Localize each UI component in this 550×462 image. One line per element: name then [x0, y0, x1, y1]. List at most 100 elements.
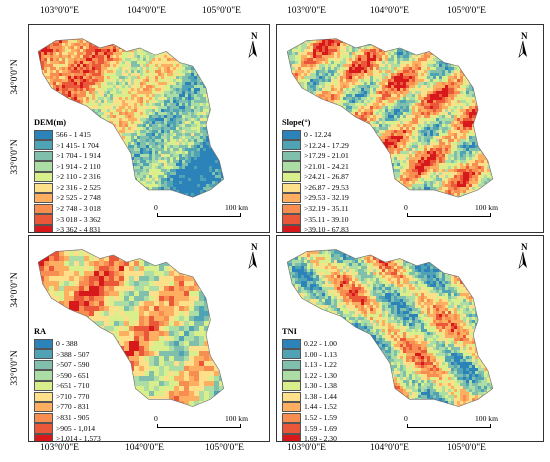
legend-item: >590 - 651 — [34, 370, 101, 381]
slope-map-panel: Slope(°) 0 - 12.24 >12.24 - 17.29 >17.29 - … — [276, 24, 544, 233]
legend-item: >1 704 - 1 914 — [34, 150, 101, 162]
scale-end-label: 100 km — [475, 203, 498, 212]
legend-item: 0.22 - 1.00 — [282, 338, 337, 349]
legend-swatch — [282, 412, 301, 423]
legend-item: >21.01 - 24.21 — [282, 161, 349, 172]
ra-basin-outline — [37, 249, 225, 407]
legend-label: >507 - 590 — [56, 360, 90, 370]
legend-item: >1 415- 1 704 — [34, 140, 101, 151]
legend-label: >2 525 - 2 748 — [56, 193, 101, 203]
scale-end-label: 100 km — [475, 414, 498, 423]
top-lon-label-104-right: 104°0'0"E — [370, 6, 409, 16]
legend-item: 1.22 - 1.30 — [282, 370, 337, 381]
legend-label: >905 - 1,014 — [56, 423, 96, 433]
legend-label: >831 - 905 — [56, 413, 90, 423]
legend-item: >29.53 - 32.19 — [282, 193, 349, 204]
legend-swatch — [34, 182, 53, 193]
legend-item: >831 - 905 — [34, 412, 101, 424]
legend-item: >388 - 507 — [34, 349, 101, 360]
legend-swatch — [282, 433, 301, 441]
legend-swatch — [34, 224, 53, 232]
legend-item: >2 110 - 2 316 — [34, 171, 101, 183]
legend-swatch — [34, 359, 53, 370]
legend-item: >507 - 590 — [34, 359, 101, 371]
legend-label: 1.13 - 1.22 — [304, 360, 337, 370]
legend-swatch — [34, 423, 53, 434]
legend-label: >26.87 - 29.53 — [304, 182, 349, 192]
legend-title: DEM(m) — [34, 118, 67, 127]
legend-item: >770 - 831 — [34, 402, 101, 413]
legend-swatch — [34, 412, 53, 423]
legend-swatch — [282, 402, 301, 413]
tni-map-panel: TNI 0.22 - 1.00 1.00 - 1.13 1.13 - 1.22 1.22… — [276, 235, 544, 442]
bottom-lon-label-104-right: 104°0'0"E — [370, 443, 409, 453]
legend-item: 566 - 1 415 — [34, 129, 101, 140]
legend-item: >2 316 - 2 525 — [34, 182, 101, 193]
legend-label: >29.53 - 32.19 — [304, 193, 349, 203]
legend-label: 1.59 - 1.69 — [304, 423, 337, 433]
legend-item: >1 914 - 2 110 — [34, 161, 101, 172]
legend-swatch — [34, 338, 53, 349]
legend-label: 0.22 - 1.00 — [304, 338, 337, 348]
legend-item: 1.44 - 1.52 — [282, 402, 337, 413]
north-arrow-icon: N — [513, 242, 533, 270]
ra-map-panel: RA 0 - 388 >388 - 507 >507 - 590 >590 - 651 >… — [28, 235, 270, 442]
legend-label: 1.22 - 1.30 — [304, 370, 337, 380]
scale-bar-line — [157, 213, 241, 217]
scale-start-label: 0 — [154, 203, 158, 212]
bottom-lon-label-105-right: 105°0'0"E — [447, 443, 486, 453]
legend-item: >35.11 - 39.10 — [282, 214, 349, 225]
legend-swatch — [34, 203, 53, 214]
scale-start-label: 0 — [404, 414, 408, 423]
legend-title: TNI — [282, 327, 297, 336]
legend-item: >26.87 - 29.53 — [282, 182, 349, 193]
top-lon-label-105-right: 105°0'0"E — [447, 6, 486, 16]
legend-item: 1.38 - 1.44 — [282, 391, 337, 402]
legend-label: 1.44 - 1.52 — [304, 402, 337, 412]
scale-start-label: 0 — [404, 203, 408, 212]
legend-swatch — [282, 370, 301, 381]
legend-swatch — [34, 370, 53, 381]
legend-swatch — [34, 171, 53, 183]
north-label: N — [251, 242, 258, 252]
legend-label: 1.38 - 1.44 — [304, 391, 337, 401]
north-label: N — [521, 31, 528, 41]
legend-label: >388 - 507 — [56, 349, 90, 359]
legend-label: >2 110 - 2 316 — [56, 172, 101, 182]
legend-swatch — [282, 423, 301, 434]
legend-item: 1.00 - 1.13 — [282, 349, 337, 360]
scale-bar-line — [407, 213, 491, 217]
legend-label: 1.30 - 1.38 — [304, 381, 337, 391]
legend-label: >21.01 - 24.21 — [304, 161, 349, 171]
bottom-lon-label-103-right: 103°0'0"E — [287, 443, 326, 453]
legend-label: >2 316 - 2 525 — [56, 182, 101, 192]
legend-item: 1.69 - 2.30 — [282, 433, 337, 441]
legend-label: >24.21 - 26.87 — [304, 172, 349, 182]
slope-raster-map — [286, 38, 494, 198]
legend-swatch — [282, 171, 301, 183]
scale-end-label: 100 km — [225, 203, 248, 212]
legend-label: >32.19 - 35.11 — [304, 204, 349, 214]
legend-swatch — [282, 203, 301, 214]
legend-swatch — [282, 380, 301, 392]
legend-label: >770 - 831 — [56, 402, 90, 412]
dem-legend: DEM(m) 566 - 1 415 >1 415- 1 704 >1 704 - 1… — [34, 118, 101, 233]
legend-label: >35.11 - 39.10 — [304, 214, 349, 224]
legend-swatch — [34, 391, 53, 402]
legend-item: >32.19 - 35.11 — [282, 203, 349, 215]
legend-swatch — [34, 193, 53, 204]
north-arrow-icon: N — [243, 242, 263, 270]
legend-label: >3 362 - 4 831 — [56, 225, 101, 233]
left-lat-label-34-top: 34°0'0"N — [10, 59, 20, 95]
dem-basin-outline — [37, 38, 225, 198]
legend-item: >24.21 - 26.87 — [282, 171, 349, 183]
legend-label: 0 - 388 — [56, 338, 78, 348]
legend-label: >710 - 770 — [56, 391, 90, 401]
legend-item: >651 - 710 — [34, 380, 101, 392]
legend-swatch — [34, 161, 53, 172]
legend-item: >905 - 1,014 — [34, 423, 101, 434]
legend-swatch — [34, 433, 53, 441]
ra-raster-map — [37, 249, 225, 407]
legend-swatch — [282, 359, 301, 370]
legend-item: >2 525 - 2 748 — [34, 193, 101, 204]
